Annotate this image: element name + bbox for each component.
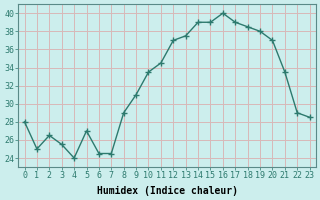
X-axis label: Humidex (Indice chaleur): Humidex (Indice chaleur) xyxy=(97,186,237,196)
